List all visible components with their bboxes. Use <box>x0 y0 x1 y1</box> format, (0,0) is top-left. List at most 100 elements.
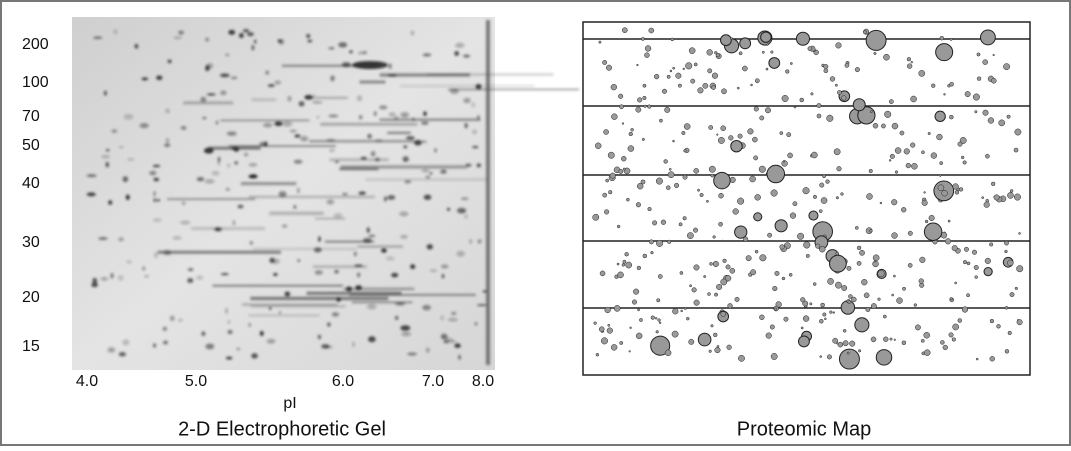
map-spot <box>717 137 725 144</box>
map-spot <box>906 63 913 69</box>
gel-spot <box>367 303 377 310</box>
gel-spot <box>200 97 207 103</box>
map-spot <box>627 145 635 152</box>
map-spot <box>961 306 969 313</box>
map-spot <box>652 220 658 226</box>
gel-spot <box>153 198 156 202</box>
map-spot <box>608 190 613 195</box>
map-spot <box>613 305 621 312</box>
map-spot <box>616 224 621 229</box>
map-spot <box>664 349 672 357</box>
gel-spot <box>247 32 254 37</box>
map-spot <box>1009 189 1014 193</box>
map-spot <box>863 30 867 35</box>
gel-streak <box>324 240 375 243</box>
gel-spot <box>180 126 187 130</box>
map-spot <box>738 51 743 56</box>
map-spot <box>713 332 718 338</box>
map-spot <box>991 181 996 186</box>
map-spot <box>966 261 971 266</box>
map-spot <box>709 262 713 266</box>
map-spot <box>948 332 954 338</box>
gel-spot <box>127 158 135 161</box>
gel-spot <box>336 297 341 302</box>
gel-spot <box>458 354 461 360</box>
map-spot <box>891 199 898 206</box>
map-spot <box>921 150 925 155</box>
gel-spot <box>477 239 482 244</box>
gel-spot <box>357 95 362 101</box>
gel-spot <box>464 214 468 219</box>
map-spot <box>711 72 719 79</box>
gel-spot <box>403 145 408 149</box>
map-spot <box>998 119 1006 127</box>
gel-spot <box>172 236 182 240</box>
gel-spot <box>394 116 399 120</box>
gel-streak <box>315 217 346 220</box>
map-spot <box>822 174 826 179</box>
gel-spot <box>220 90 227 95</box>
map-spot <box>846 265 852 271</box>
map-spot <box>708 165 716 173</box>
map-spot <box>819 246 826 253</box>
map-spot <box>982 59 988 65</box>
gel-spot <box>162 326 167 331</box>
map-spot <box>859 249 865 256</box>
gel-spot <box>214 227 223 232</box>
map-spot <box>667 239 672 244</box>
map-spot <box>683 307 687 310</box>
map-spot <box>915 324 921 331</box>
map-spot <box>640 179 646 185</box>
map-spot <box>658 321 662 324</box>
gel-spot <box>125 194 130 201</box>
gel-spot <box>379 105 388 110</box>
gel-streak <box>240 182 297 186</box>
map-spot <box>918 278 924 284</box>
map-spot <box>848 294 853 299</box>
gel-streak <box>220 119 310 122</box>
map-spot <box>750 83 753 87</box>
map-spot <box>618 93 624 99</box>
map-spot <box>706 49 713 56</box>
gel-streak <box>359 80 386 84</box>
map-spot <box>656 298 661 303</box>
map-spot <box>807 46 813 51</box>
map-spot <box>766 43 769 46</box>
map-spot <box>891 293 894 297</box>
gel-spot <box>225 53 230 56</box>
map-spot <box>785 69 790 74</box>
gel-spot <box>454 51 460 57</box>
map-spot <box>811 151 818 159</box>
map-spot <box>795 31 810 46</box>
map-spot <box>952 183 959 190</box>
gel-spot <box>118 275 124 281</box>
map-spot <box>734 296 740 302</box>
gel-spot <box>237 204 244 209</box>
gel-spot <box>152 164 161 168</box>
map-spot <box>628 131 633 137</box>
gel-spot <box>333 213 343 219</box>
y-label: 40 <box>22 175 40 192</box>
gel-spot <box>248 323 251 327</box>
gel-spot <box>206 93 216 96</box>
gel-spot <box>277 39 282 42</box>
gel-spot <box>106 149 110 152</box>
gel-spot <box>178 318 183 322</box>
gel-spot <box>370 151 376 157</box>
map-spot <box>630 128 634 132</box>
map-spot <box>621 122 625 125</box>
gel-spot <box>273 273 278 277</box>
map-spot <box>773 307 777 311</box>
gel-spot <box>265 70 270 75</box>
map-spot <box>856 260 862 266</box>
x-label: 8.0 <box>472 373 494 390</box>
map-spot <box>768 57 781 69</box>
map-spot <box>1007 330 1012 336</box>
gel-spot <box>259 330 264 336</box>
gel-spot <box>269 307 272 310</box>
gel-spot <box>440 333 448 340</box>
map-spot <box>749 175 756 183</box>
map-spot <box>963 246 969 252</box>
map-spot <box>889 337 893 341</box>
map-spot <box>714 347 721 354</box>
